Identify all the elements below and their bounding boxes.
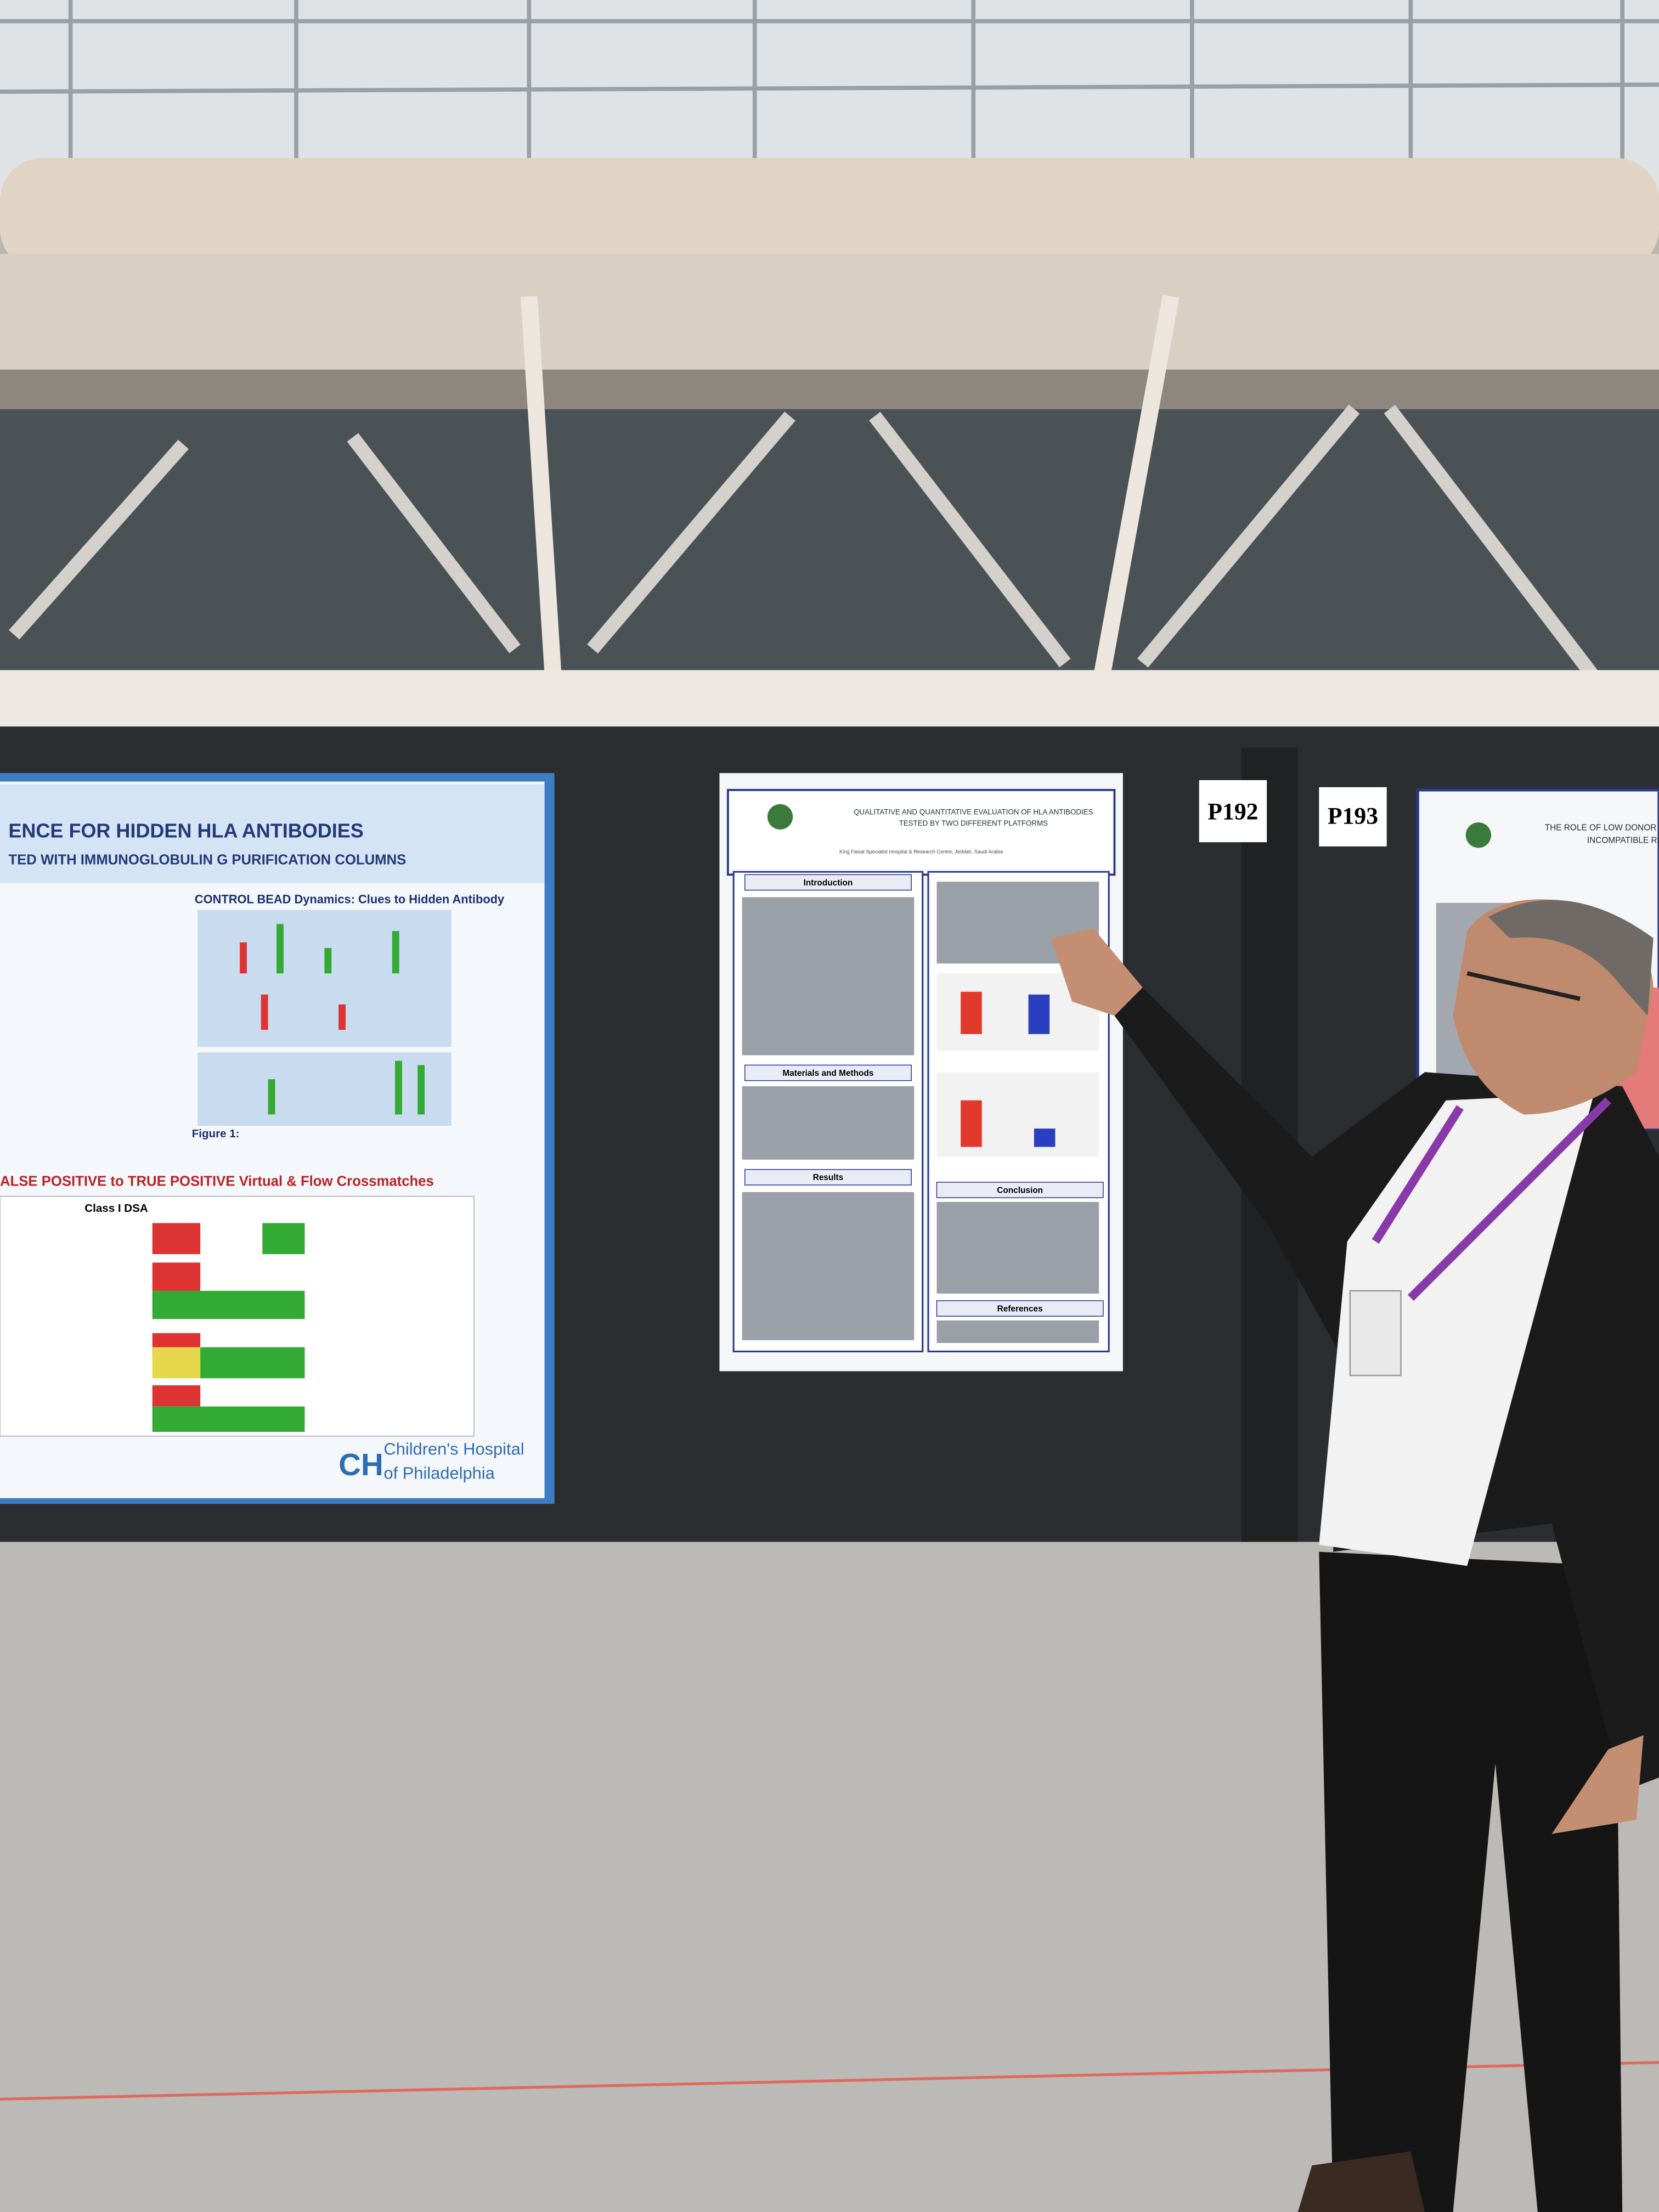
section-heading: Conclusion <box>997 1186 1043 1195</box>
chart-bar <box>1028 994 1050 1034</box>
section-heading: Materials and Methods <box>782 1069 873 1078</box>
table-header: Class I DSA <box>84 1202 148 1215</box>
chart-bar <box>961 1100 982 1147</box>
board-label <box>1319 787 1387 847</box>
chart-bar <box>961 991 982 1034</box>
section-bars <box>744 874 1104 1317</box>
section-heading: Results <box>813 1173 844 1182</box>
columns <box>520 295 1180 686</box>
chart-bar <box>1034 1128 1056 1147</box>
center-header <box>726 789 1116 876</box>
truss <box>9 404 1600 682</box>
board-label-text: P193 <box>1328 803 1378 829</box>
logo-text: Children's Hospital <box>383 1440 524 1459</box>
poster-title: ENCE FOR HIDDEN HLA ANTIBODIES <box>8 820 363 842</box>
ceiling-frame <box>0 0 1659 198</box>
logo <box>767 804 793 830</box>
left-poster-header <box>0 784 545 883</box>
poster-title: TESTED BY TWO DIFFERENT PLATFORMS <box>899 819 1048 827</box>
section-heading: References <box>997 1304 1043 1313</box>
ceiling-vent <box>0 369 1659 409</box>
board-label-text: P192 <box>1207 799 1258 825</box>
person <box>1051 899 1659 2212</box>
poster-title: THE ROLE OF LOW DONOR S <box>1545 823 1659 833</box>
poster-title: INCOMPATIBLE RE <box>1587 836 1659 845</box>
section-heading: Introduction <box>803 878 853 888</box>
logo-text: of Philadelphia <box>383 1463 495 1482</box>
poster-title: QUALITATIVE AND QUANTITATIVE EVALUATION … <box>854 808 1093 816</box>
section-heading: ALSE POSITIVE to TRUE POSITIVE Virtual &… <box>0 1174 434 1189</box>
poster-title: TED WITH IMMUNOGLOBULIN G PURIFICATION C… <box>8 852 406 867</box>
table-cells <box>152 1223 305 1432</box>
body-text <box>742 882 1099 1343</box>
affiliation: King Faisal Specialist Hospital & Resear… <box>839 849 1003 855</box>
section-heading: CONTROL BEAD Dynamics: Clues to Hidden A… <box>195 892 505 906</box>
chart-bars <box>240 924 425 1115</box>
board-label <box>1199 780 1267 843</box>
figure-caption: Figure 1: <box>192 1127 240 1140</box>
logo <box>1465 822 1491 848</box>
chart-panel <box>198 988 452 1047</box>
ceiling-duct <box>0 158 1659 271</box>
upper-window <box>0 409 1659 678</box>
logo-mark: CH <box>338 1447 383 1482</box>
chart-panel <box>198 1052 452 1126</box>
